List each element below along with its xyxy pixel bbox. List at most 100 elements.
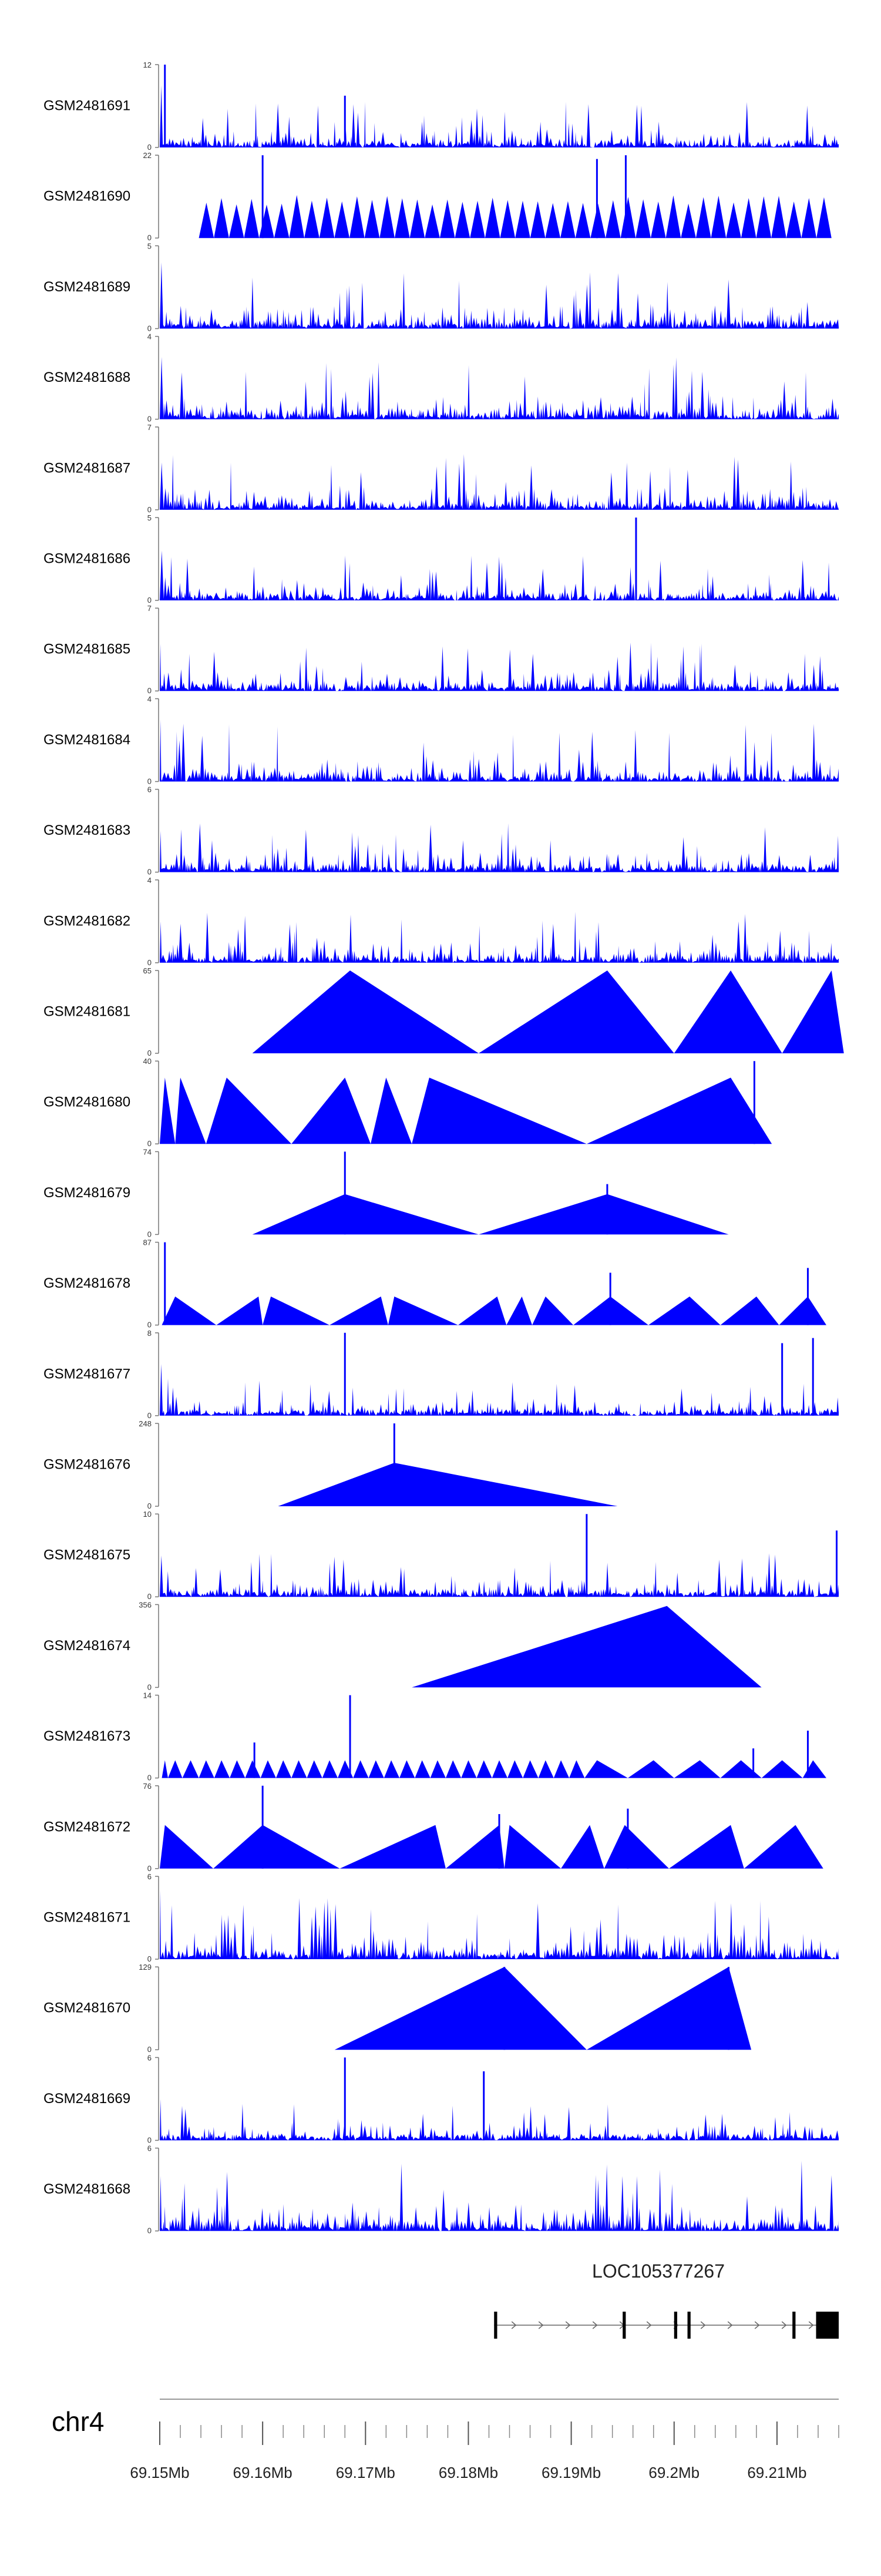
y-max-label: 129	[139, 1963, 152, 1972]
coverage-area	[160, 2161, 839, 2231]
coverage-triangle	[779, 1296, 826, 1325]
coverage-triangle	[720, 1296, 779, 1325]
coverage-triangle	[492, 1760, 508, 1778]
y-min-label: 0	[147, 415, 152, 424]
coverage-triangle	[741, 198, 756, 239]
y-max-label: 6	[147, 785, 152, 794]
coverage-triangle	[162, 1296, 217, 1325]
y-min-label: 0	[147, 1682, 152, 1691]
coverage-triangle	[394, 198, 410, 239]
track-label: GSM2481685	[43, 642, 130, 657]
coverage-area	[160, 823, 839, 872]
y-max-label: 4	[147, 333, 152, 341]
track-label: GSM2481684	[43, 732, 130, 748]
track: GSM2481669 6 0	[43, 2053, 839, 2144]
coverage-triangle	[756, 196, 772, 239]
coverage-triangle	[478, 970, 674, 1053]
tracks-layer: GSM2481691120GSM2481690220GSM248168950GS…	[43, 61, 844, 2235]
y-max-label: 74	[143, 1147, 152, 1156]
coverage-triangle	[538, 1760, 554, 1778]
coverage-triangle	[168, 1760, 183, 1778]
coverage-triangle	[263, 1296, 329, 1325]
coverage-area	[160, 2098, 839, 2141]
strand-arrow	[511, 2321, 517, 2329]
track-label: GSM2481676	[43, 1457, 130, 1473]
strand-arrow	[754, 2321, 760, 2329]
coverage-triangle	[584, 1760, 628, 1778]
coverage-triangle	[214, 1760, 230, 1778]
track-label: GSM2481670	[43, 2000, 130, 2016]
coverage-triangle	[569, 1760, 585, 1778]
y-min-label: 0	[147, 2045, 152, 2054]
y-max-label: 5	[147, 241, 152, 250]
coverage-triangle	[349, 196, 365, 239]
coverage-triangle	[485, 197, 500, 239]
coverage-triangle	[289, 194, 305, 239]
chromosome-label: chr4	[52, 2406, 104, 2437]
y-max-label: 7	[147, 423, 152, 432]
coverage-triangle	[199, 202, 214, 239]
track: GSM2481686 5 0	[43, 513, 839, 604]
track: GSM2481685 7 0	[43, 604, 839, 695]
y-max-label: 76	[143, 1782, 152, 1791]
track: GSM2481687 7 0	[43, 423, 839, 514]
y-max-label: 12	[143, 61, 152, 69]
coverage-triangle	[720, 1760, 762, 1778]
coverage-triangle	[439, 199, 455, 239]
track: GSM2481691 12 0	[43, 61, 839, 152]
coverage-triangle	[744, 1825, 823, 1869]
coverage-triangle	[199, 1760, 214, 1778]
coverage-triangle	[334, 201, 350, 239]
y-max-label: 87	[143, 1238, 152, 1247]
gene-exon	[792, 2312, 796, 2339]
y-min-label: 0	[147, 686, 152, 695]
y-min-label: 0	[147, 1954, 152, 1963]
track: GSM2481678 87 0	[43, 1238, 826, 1329]
y-min-label: 0	[147, 596, 152, 604]
coverage-triangle	[425, 204, 440, 239]
coverage-triangle	[507, 1760, 523, 1778]
coverage-triangle	[228, 204, 244, 239]
strand-arrow	[565, 2321, 571, 2329]
track: GSM2481670 129 0	[43, 1963, 752, 2054]
track: GSM2481688 4 0	[43, 333, 839, 424]
coverage-triangle	[339, 1825, 446, 1869]
gene-exon	[494, 2312, 497, 2339]
coverage-triangle	[364, 200, 380, 239]
coverage-triangle	[650, 201, 666, 239]
coverage-triangle	[175, 1077, 206, 1144]
coverage-triangle	[415, 1760, 431, 1778]
coverage-triangle	[445, 1825, 505, 1869]
strand-arrow	[592, 2321, 598, 2329]
gene-exon	[687, 2312, 691, 2339]
track-label: GSM2481677	[43, 1366, 130, 1382]
coverage-triangle	[353, 1760, 369, 1778]
coverage-triangle	[430, 1760, 446, 1778]
track-label: GSM2481690	[43, 189, 130, 204]
track-label: GSM2481671	[43, 1910, 130, 1926]
coverage-triangle	[307, 1760, 322, 1778]
axis-tick-label: 69.21Mb	[747, 2464, 806, 2481]
axis-tick-label: 69.15Mb	[130, 2464, 189, 2481]
track: GSM2481673 14 0	[43, 1691, 826, 1782]
track-label: GSM2481687	[43, 460, 130, 476]
track-label: GSM2481682	[43, 913, 130, 929]
coverage-triangle	[801, 198, 817, 239]
track-label: GSM2481679	[43, 1185, 130, 1201]
y-min-label: 0	[147, 2135, 152, 2144]
coverage-triangle	[523, 1760, 539, 1778]
coverage-area	[160, 719, 839, 782]
coverage-triangle	[606, 200, 621, 239]
coverage-triangle	[560, 201, 576, 239]
coverage-triangle	[379, 196, 395, 239]
axis-tick-label: 69.2Mb	[648, 2464, 700, 2481]
track: GSM2481680 40 0	[43, 1057, 772, 1148]
coverage-triangle	[816, 197, 832, 239]
coverage-triangle	[711, 196, 727, 239]
coverage-triangle	[761, 1760, 803, 1778]
y-max-label: 4	[147, 694, 152, 703]
coverage-triangle	[500, 200, 516, 239]
coverage-triangle	[575, 203, 591, 239]
